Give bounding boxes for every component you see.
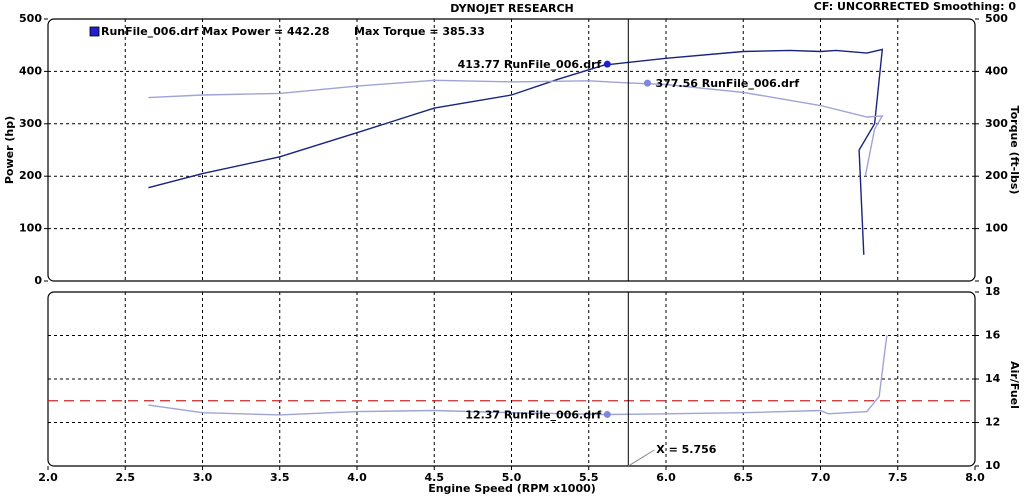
marker <box>603 60 611 68</box>
x-tick-label: 7.0 <box>811 471 831 484</box>
x-tick-label: 3.5 <box>270 471 290 484</box>
legend-swatch <box>89 26 100 37</box>
x-tick-label: 3.0 <box>193 471 213 484</box>
line <box>148 48 884 255</box>
y-tick-label: 12 <box>985 416 1000 429</box>
cursor-leader <box>628 449 655 467</box>
x-tick-label: 8.0 <box>965 471 985 484</box>
y-tick-label: 400 <box>19 64 42 77</box>
x-tick-label: 2.5 <box>116 471 136 484</box>
x-tick-label: 4.0 <box>347 471 367 484</box>
legend-text: Max Torque = 385.33 <box>354 25 485 38</box>
y-tick-label: 200 <box>985 169 1008 182</box>
x-tick-label: 2.0 <box>38 471 58 484</box>
marker-label: 377.56 RunFile_006.drf <box>655 77 799 90</box>
x-tick-label: 4.5 <box>425 471 445 484</box>
y-tick-label: 100 <box>985 222 1008 235</box>
y-axis-label: Power (hp) <box>3 116 16 184</box>
marker <box>603 410 611 418</box>
legend-text: RunFile_006.drf Max Power = 442.28 <box>101 25 330 38</box>
y-tick-label: 200 <box>19 169 42 182</box>
y-tick-label: 100 <box>19 222 42 235</box>
y-tick-label: 300 <box>19 117 42 130</box>
y2-axis-label: Torque (ft-lbs) <box>1008 106 1021 195</box>
x-tick-label: 6.0 <box>656 471 676 484</box>
y-tick-label: 18 <box>985 285 1000 298</box>
y-tick-label: 14 <box>985 372 1001 385</box>
y-tick-label: 500 <box>19 12 42 25</box>
x-tick-label: 6.5 <box>734 471 754 484</box>
x-tick-label: 7.5 <box>888 471 908 484</box>
marker-label: 413.77 RunFile_006.drf <box>458 58 602 71</box>
y-tick-label: 0 <box>34 274 42 287</box>
y-tick-label: 300 <box>985 117 1008 130</box>
x-tick-label: 5.5 <box>579 471 599 484</box>
marker <box>643 79 651 87</box>
y-tick-label: 400 <box>985 64 1008 77</box>
status: CF: UNCORRECTED Smoothing: 0 <box>814 0 1017 13</box>
x-axis-label: Engine Speed (RPM x1000) <box>428 482 596 495</box>
y-tick-label: 0 <box>985 274 993 287</box>
y2-axis-label: Air/Fuel <box>1008 361 1021 409</box>
y-tick-label: 500 <box>985 12 1008 25</box>
y-tick-label: 10 <box>985 459 1001 472</box>
cursor-label: X = 5.756 <box>656 443 716 456</box>
x-tick-label: 5.0 <box>502 471 522 484</box>
y-tick-label: 16 <box>985 329 1001 342</box>
marker-label: 12.37 RunFile_006.drf <box>465 408 601 421</box>
chart-title: DYNOJET RESEARCH <box>450 2 573 15</box>
line <box>148 335 888 416</box>
